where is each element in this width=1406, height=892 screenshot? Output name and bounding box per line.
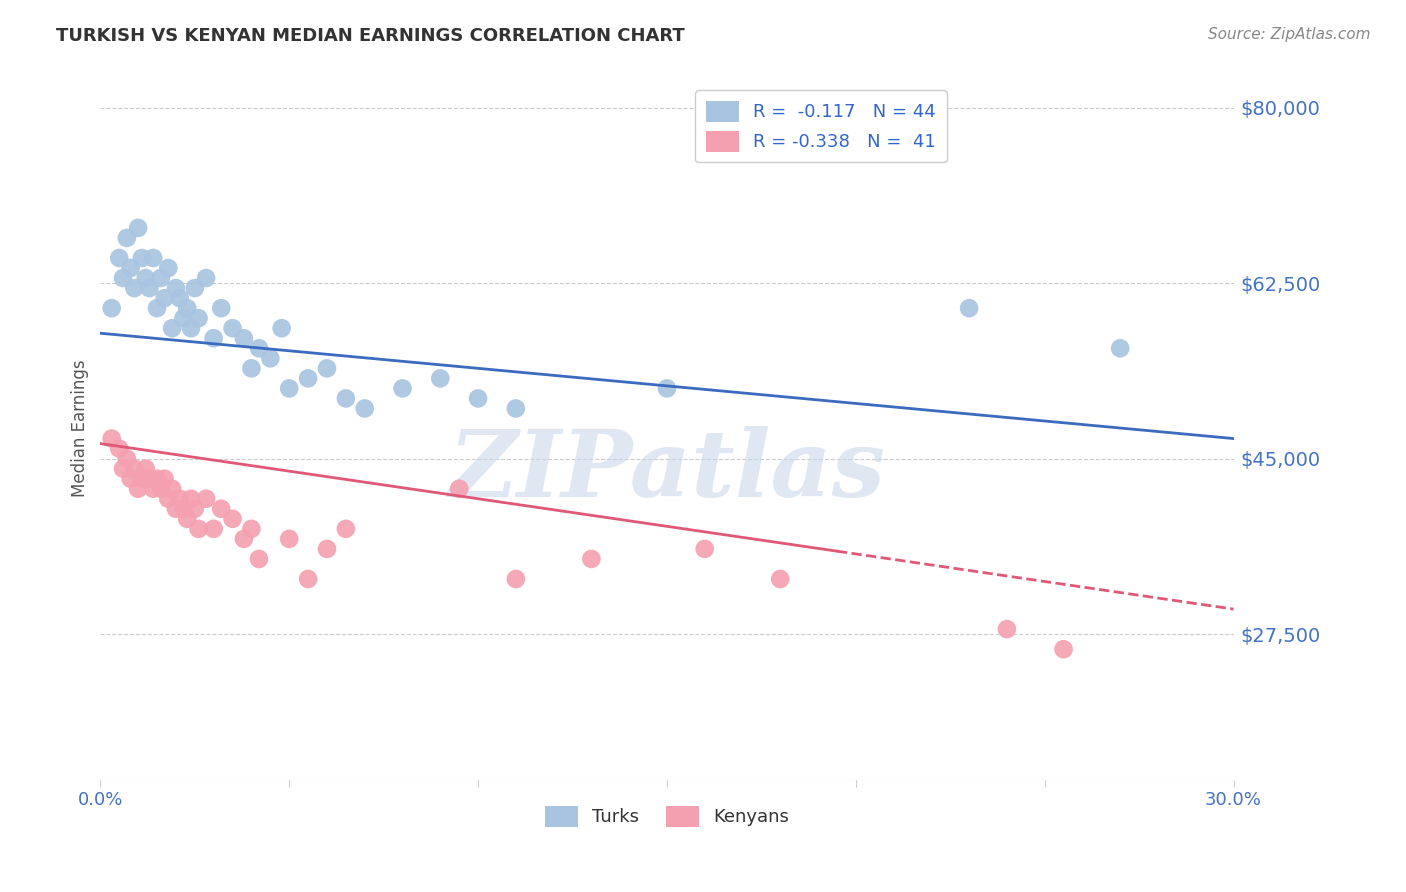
- Legend: Turks, Kenyans: Turks, Kenyans: [537, 798, 796, 834]
- Point: [505, 401, 527, 416]
- Point: [160, 482, 183, 496]
- Point: [270, 321, 292, 335]
- Point: [247, 552, 270, 566]
- Point: [153, 472, 176, 486]
- Point: [153, 291, 176, 305]
- Point: [247, 341, 270, 355]
- Point: [157, 260, 180, 275]
- Point: [232, 532, 254, 546]
- Point: [146, 301, 169, 315]
- Point: [180, 321, 202, 335]
- Point: [209, 301, 232, 315]
- Point: [115, 451, 138, 466]
- Point: [138, 281, 160, 295]
- Point: [221, 321, 243, 335]
- Point: [391, 381, 413, 395]
- Point: [335, 392, 357, 406]
- Point: [111, 461, 134, 475]
- Point: [187, 522, 209, 536]
- Point: [1109, 341, 1132, 355]
- Point: [124, 281, 146, 295]
- Point: [655, 381, 678, 395]
- Point: [172, 501, 194, 516]
- Point: [316, 541, 339, 556]
- Point: [146, 472, 169, 486]
- Point: [240, 361, 263, 376]
- Point: [1052, 642, 1074, 657]
- Point: [278, 381, 301, 395]
- Point: [316, 361, 339, 376]
- Point: [142, 482, 165, 496]
- Point: [165, 281, 187, 295]
- Point: [169, 291, 191, 305]
- Point: [127, 220, 149, 235]
- Point: [449, 482, 471, 496]
- Y-axis label: Median Earnings: Median Earnings: [72, 359, 89, 498]
- Point: [259, 351, 281, 366]
- Point: [108, 251, 131, 265]
- Point: [127, 482, 149, 496]
- Point: [195, 271, 218, 285]
- Point: [180, 491, 202, 506]
- Point: [165, 501, 187, 516]
- Point: [202, 331, 225, 345]
- Point: [278, 532, 301, 546]
- Point: [135, 461, 157, 475]
- Point: [120, 472, 142, 486]
- Point: [176, 512, 198, 526]
- Text: Source: ZipAtlas.com: Source: ZipAtlas.com: [1208, 27, 1371, 42]
- Point: [209, 501, 232, 516]
- Point: [131, 251, 153, 265]
- Point: [169, 491, 191, 506]
- Point: [149, 271, 172, 285]
- Point: [176, 301, 198, 315]
- Point: [135, 271, 157, 285]
- Point: [100, 432, 122, 446]
- Point: [111, 271, 134, 285]
- Point: [429, 371, 451, 385]
- Point: [115, 231, 138, 245]
- Point: [353, 401, 375, 416]
- Point: [172, 311, 194, 326]
- Point: [232, 331, 254, 345]
- Point: [108, 442, 131, 456]
- Point: [124, 461, 146, 475]
- Point: [100, 301, 122, 315]
- Point: [138, 472, 160, 486]
- Point: [120, 260, 142, 275]
- Point: [160, 321, 183, 335]
- Point: [195, 491, 218, 506]
- Point: [995, 622, 1018, 636]
- Text: ZIPatlas: ZIPatlas: [449, 425, 886, 516]
- Point: [202, 522, 225, 536]
- Point: [184, 281, 207, 295]
- Point: [184, 501, 207, 516]
- Point: [957, 301, 980, 315]
- Point: [297, 371, 319, 385]
- Point: [769, 572, 792, 586]
- Point: [297, 572, 319, 586]
- Point: [335, 522, 357, 536]
- Point: [693, 541, 716, 556]
- Point: [505, 572, 527, 586]
- Point: [142, 251, 165, 265]
- Point: [467, 392, 489, 406]
- Text: TURKISH VS KENYAN MEDIAN EARNINGS CORRELATION CHART: TURKISH VS KENYAN MEDIAN EARNINGS CORREL…: [56, 27, 685, 45]
- Point: [187, 311, 209, 326]
- Point: [157, 491, 180, 506]
- Point: [240, 522, 263, 536]
- Point: [221, 512, 243, 526]
- Point: [581, 552, 603, 566]
- Point: [131, 472, 153, 486]
- Point: [149, 482, 172, 496]
